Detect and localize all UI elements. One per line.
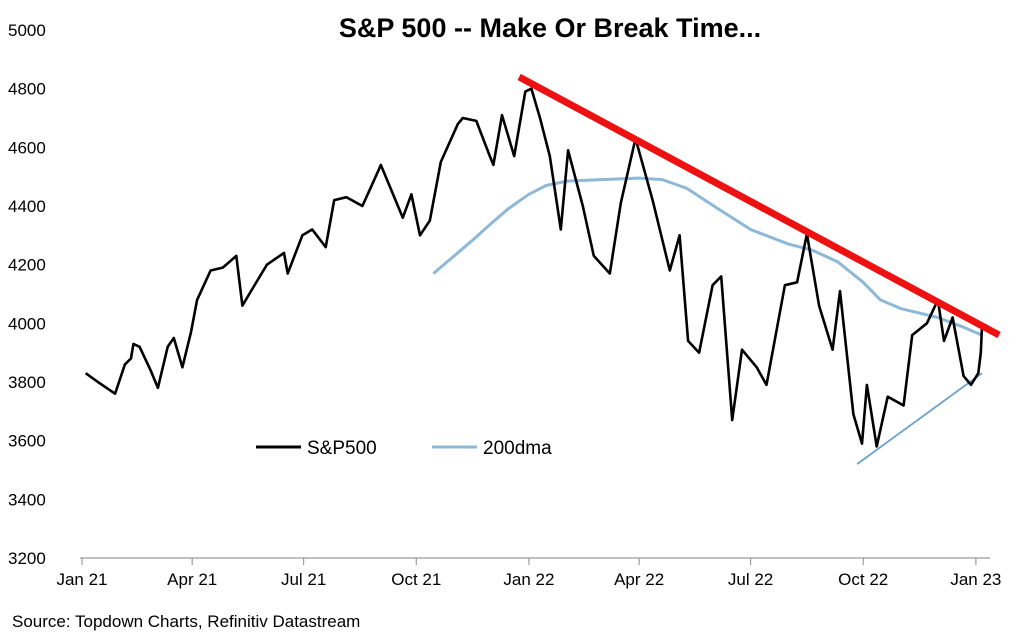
resistance-trendline [517, 73, 1001, 339]
plot-lines [84, 73, 1001, 465]
x-tick-label: Oct 21 [391, 570, 441, 589]
y-tick-label: 4000 [8, 314, 46, 333]
y-tick-label: 3400 [8, 490, 46, 509]
legend-item-sp500: S&P500 [256, 438, 377, 459]
legend-label: 200dma [483, 438, 552, 459]
x-tick-label: Apr 22 [614, 570, 664, 589]
y-tick-label: 5000 [8, 21, 46, 40]
sp500-line [84, 87, 984, 448]
chart-title: S&P 500 -- Make Or Break Time... [339, 13, 761, 43]
x-tick-label: Jan 22 [503, 570, 554, 589]
x-tick-label: Oct 22 [838, 570, 888, 589]
y-tick-label: 3600 [8, 432, 46, 451]
y-tick-label: 4800 [8, 80, 46, 99]
y-tick-label: 4200 [8, 256, 46, 275]
x-axis: Jan 21 Apr 21 Jul 21 Oct 21 Jan 22 Apr 22 Jul … [56, 557, 1001, 589]
y-tick-label: 4400 [8, 197, 46, 216]
support-trendline [856, 372, 983, 465]
x-tick-label: Jul 21 [281, 570, 326, 589]
x-tick-label: Apr 21 [167, 570, 217, 589]
legend: S&P500 200dma [256, 438, 552, 459]
y-tick-label: 3200 [8, 549, 46, 568]
y-tick-label: 4600 [8, 138, 46, 157]
legend-label: S&P500 [307, 438, 377, 459]
source-note: Source: Topdown Charts, Refinitiv Datast… [12, 612, 360, 631]
y-tick-label: 3800 [8, 373, 46, 392]
x-tick-label: Jul 22 [728, 570, 773, 589]
legend-item-200dma: 200dma [432, 438, 552, 459]
y-axis-labels: 3200 3400 3600 3800 4000 4200 4400 4600 4800 5000 [8, 21, 46, 568]
x-tick-label: Jan 21 [56, 570, 107, 589]
x-tick-label: Jan 23 [950, 570, 1001, 589]
dma-200-line [432, 176, 983, 337]
